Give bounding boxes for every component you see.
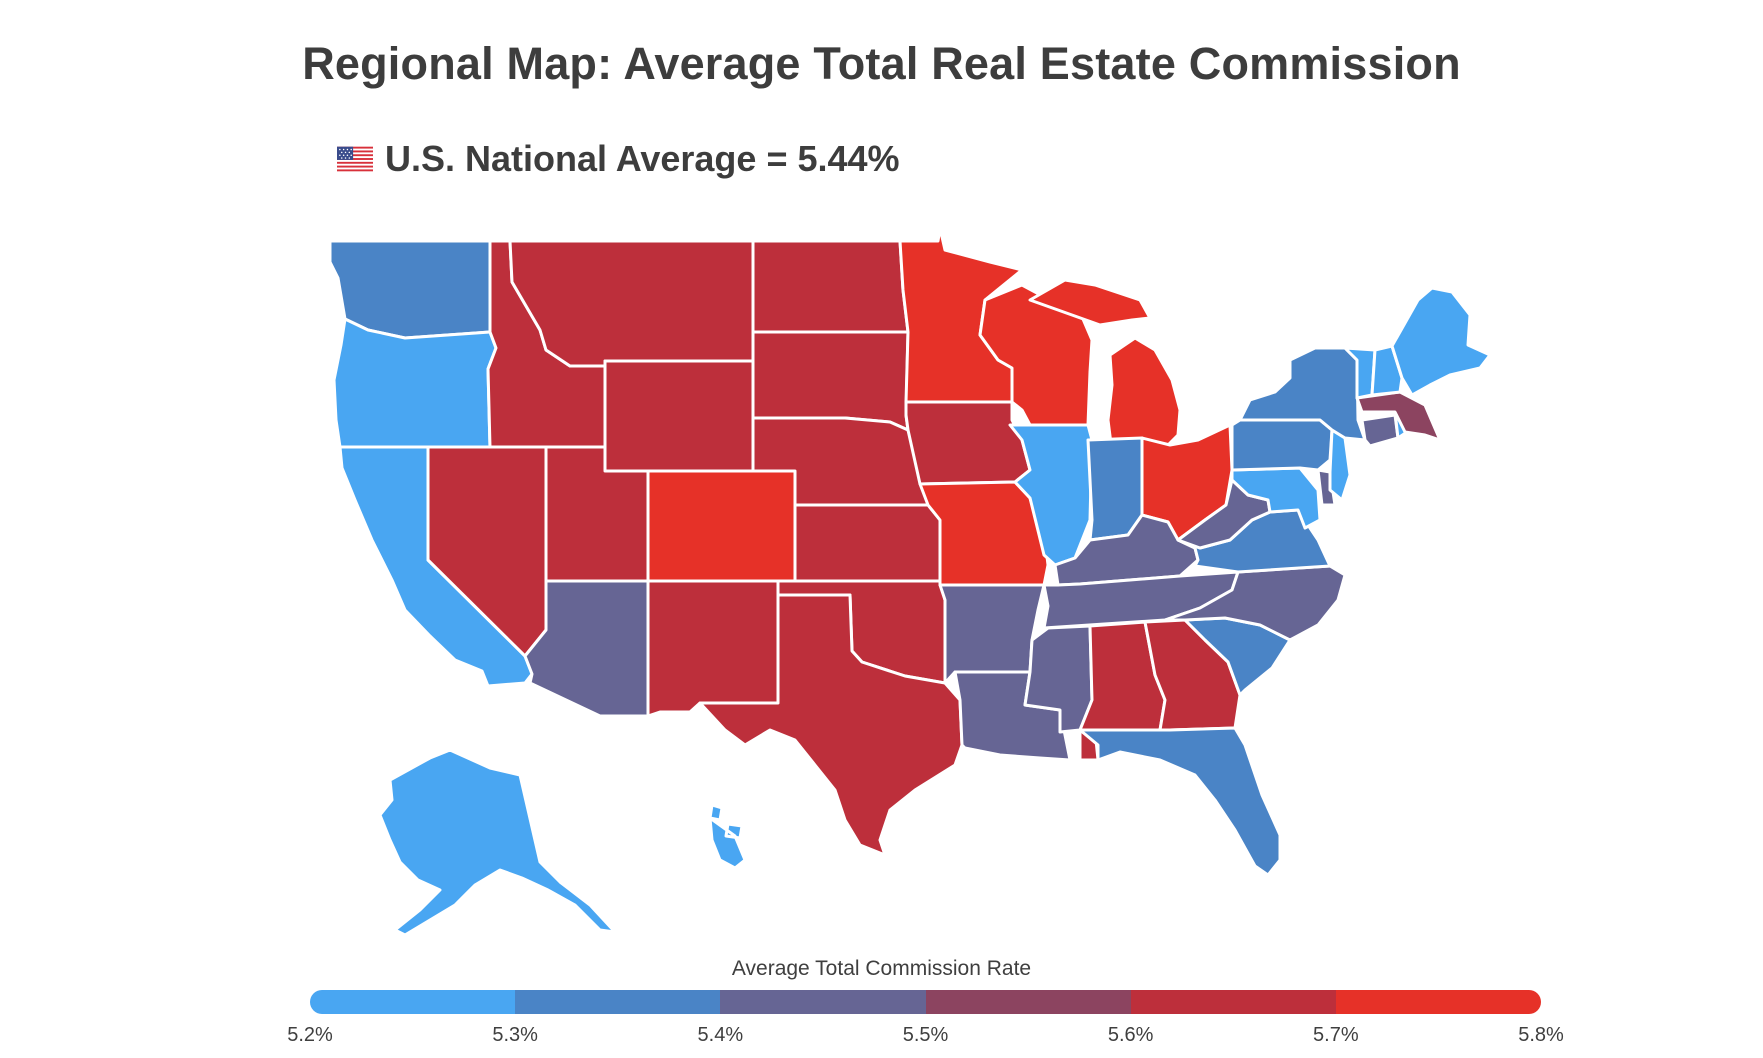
us-flag-icon: [337, 146, 373, 172]
state-co: [646, 469, 797, 583]
state-hi: [708, 803, 747, 870]
state-ia: [904, 400, 1032, 486]
legend-tick-label: 5.6%: [1107, 1024, 1154, 1046]
state-nj: [1328, 428, 1352, 502]
state-ks: [793, 503, 942, 583]
state-pa: [1230, 418, 1334, 472]
legend-bin-3: [925, 990, 1131, 1014]
legend-bin-2: [720, 990, 926, 1014]
state-ct: [1360, 413, 1400, 448]
state-vt: [1343, 346, 1377, 400]
state-wy: [603, 359, 755, 473]
state-nc: [1163, 564, 1347, 642]
legend-tick-label: 5.7%: [1313, 1024, 1359, 1046]
state-ma: [1355, 390, 1442, 442]
state-nd: [751, 239, 910, 334]
national-average: U.S. National Average = 5.44%: [337, 138, 900, 180]
state-mt: [508, 239, 755, 368]
state-me: [1390, 286, 1492, 397]
legend-tick-label: 5.5%: [902, 1024, 949, 1046]
state-fl: [1078, 726, 1282, 877]
state-sd: [751, 330, 910, 432]
legend-bin-1: [515, 990, 721, 1014]
national-average-text: U.S. National Average = 5.44%: [385, 138, 900, 179]
state-ar: [938, 583, 1046, 685]
legend-color-bar: [310, 990, 1541, 1014]
state-md: [1230, 466, 1322, 530]
state-ak: [378, 748, 617, 937]
legend-tick-label: 5.3%: [492, 1024, 538, 1046]
state-il: [1008, 423, 1094, 567]
state-or: [332, 317, 498, 449]
legend-tick-label: 5.2%: [287, 1024, 333, 1046]
legend-bin-0: [310, 990, 516, 1014]
state-tx: [698, 593, 964, 857]
legend-bin-5: [1335, 990, 1541, 1014]
legend-bin-4: [1130, 990, 1336, 1014]
legend-title: Average Total Commission Rate: [731, 957, 1032, 980]
state-mi: [1028, 278, 1182, 454]
map-title: Regional Map: Average Total Real Estate …: [302, 38, 1461, 89]
state-nm: [646, 579, 780, 718]
legend-tick-label: 5.8%: [1518, 1024, 1564, 1046]
legend-tick-label: 5.4%: [697, 1024, 744, 1046]
state-ms: [1023, 624, 1094, 734]
